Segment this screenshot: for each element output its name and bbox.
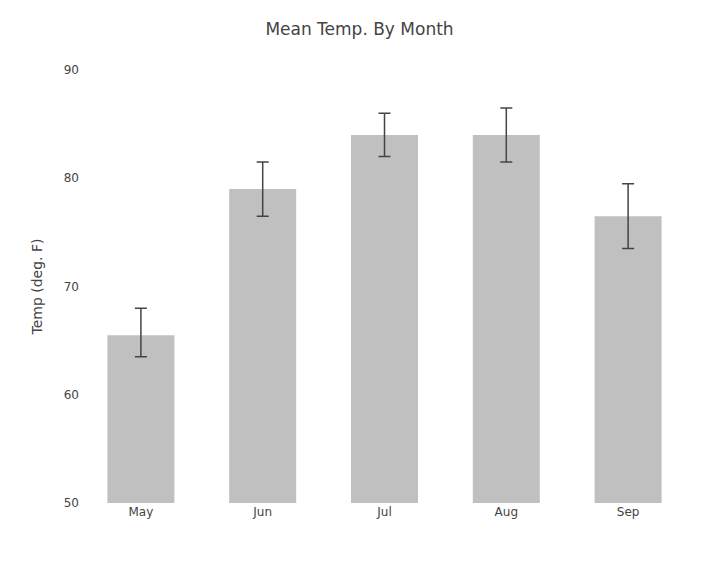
svg-text:70: 70 (64, 280, 79, 294)
svg-text:50: 50 (64, 496, 79, 510)
svg-text:Temp (deg. F): Temp (deg. F) (29, 238, 45, 335)
svg-text:60: 60 (64, 388, 79, 402)
svg-text:80: 80 (64, 171, 79, 185)
svg-text:Sep: Sep (617, 505, 640, 519)
svg-text:Mean Temp. By Month: Mean Temp. By Month (265, 19, 453, 39)
svg-text:May: May (128, 505, 153, 519)
svg-text:Jul: Jul (376, 505, 391, 519)
svg-text:Jun: Jun (252, 505, 272, 519)
svg-text:Aug: Aug (495, 505, 518, 519)
svg-text:90: 90 (64, 63, 79, 77)
